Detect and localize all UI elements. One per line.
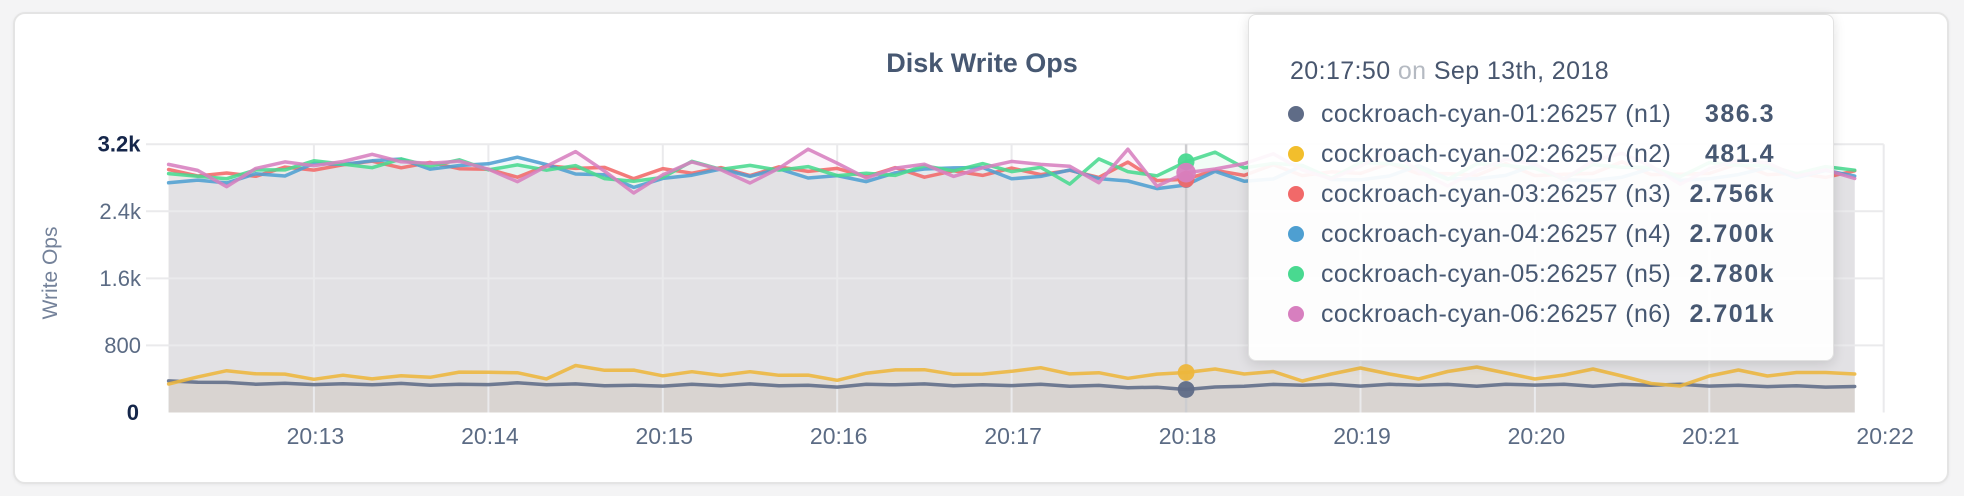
svg-text:3.2k: 3.2k: [98, 132, 142, 157]
svg-text:1.6k: 1.6k: [99, 266, 142, 291]
svg-text:20:20: 20:20: [1508, 423, 1566, 449]
svg-text:20:14: 20:14: [461, 423, 519, 449]
svg-text:20:17: 20:17: [984, 423, 1042, 449]
svg-text:0: 0: [127, 400, 139, 425]
svg-text:20:21: 20:21: [1682, 423, 1740, 449]
svg-text:2.4k: 2.4k: [99, 199, 142, 224]
svg-text:20:22: 20:22: [1856, 423, 1914, 449]
svg-text:20:19: 20:19: [1333, 423, 1391, 449]
svg-text:800: 800: [104, 333, 141, 358]
svg-text:20:13: 20:13: [287, 423, 345, 449]
svg-text:20:18: 20:18: [1159, 423, 1217, 449]
svg-text:Write Ops: Write Ops: [39, 227, 62, 320]
svg-text:20:15: 20:15: [636, 423, 694, 449]
svg-text:20:16: 20:16: [810, 423, 868, 449]
